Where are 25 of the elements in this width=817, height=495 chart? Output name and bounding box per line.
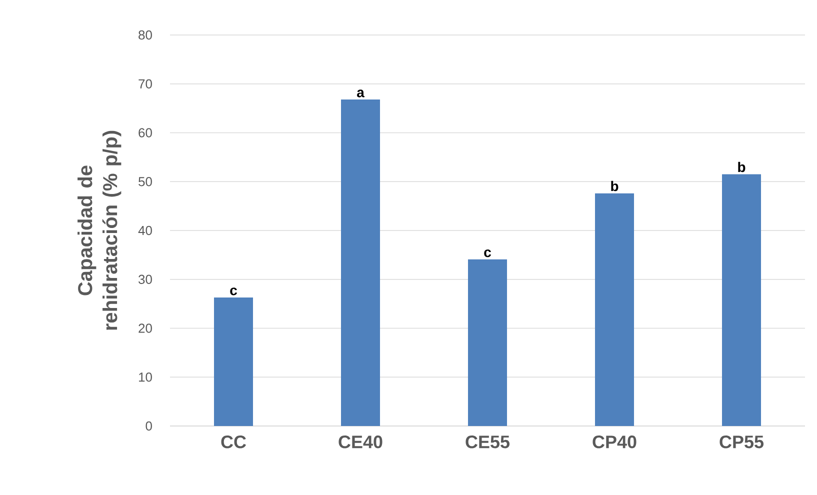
annotation: b: [611, 180, 618, 192]
y-tick-label: 10: [139, 372, 152, 382]
annotation: a: [357, 90, 364, 98]
bar: [214, 297, 253, 426]
y-tick-label: 50: [138, 177, 152, 186]
x-tick-label: CP40: [592, 436, 636, 448]
y-tick-label: 60: [138, 128, 152, 138]
bar: [722, 174, 762, 426]
y-axis-title: Capacidad de rehidratación (% p/p): [78, 130, 122, 330]
x-tick-label: CE55: [466, 436, 510, 448]
bar: [468, 259, 508, 426]
y-tick-label: 30: [138, 274, 152, 284]
y-tick-label: 40: [138, 226, 152, 236]
y-tick-label: 0: [146, 421, 152, 431]
annotation: c: [230, 288, 237, 296]
y-tick-label: 20: [138, 324, 152, 333]
y-tick-label: 70: [138, 79, 152, 88]
x-tick-label: CE40: [338, 436, 382, 448]
y-tick-label: 80: [138, 30, 152, 40]
annotation: c: [484, 249, 491, 258]
annotation: b: [738, 162, 746, 172]
x-tick-label: CP55: [720, 436, 764, 448]
bar: [595, 193, 634, 426]
bar: [341, 100, 380, 426]
x-tick-label: CC: [221, 436, 246, 448]
